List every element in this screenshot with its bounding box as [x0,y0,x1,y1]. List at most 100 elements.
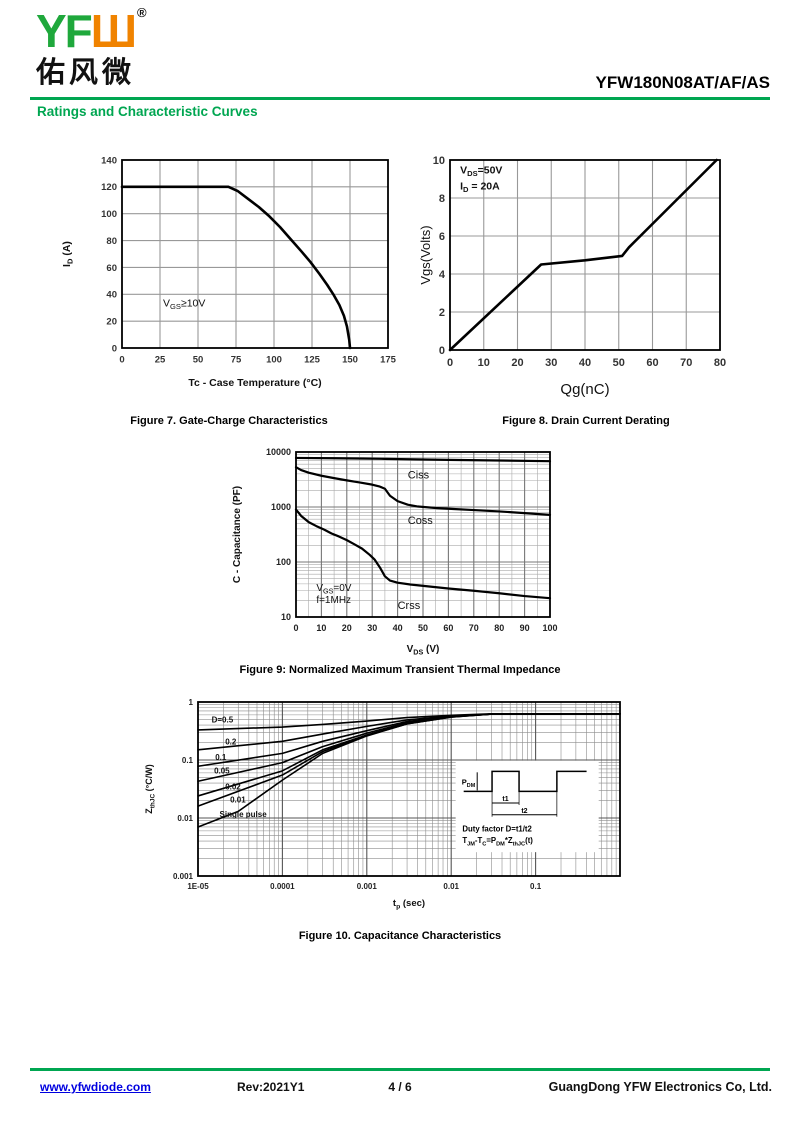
svg-text:4: 4 [439,269,446,281]
company-name: GuangDong YFW Electronics Co, Ltd. [548,1080,772,1094]
svg-text:Vgs(Volts): Vgs(Volts) [418,225,433,284]
svg-text:t2: t2 [521,808,527,815]
svg-text:0.1: 0.1 [530,882,542,891]
svg-text:0: 0 [112,343,117,354]
website-link[interactable]: www.yfwdiode.com [40,1080,151,1094]
svg-text:0.01: 0.01 [443,882,459,891]
header-rule [30,97,770,100]
svg-text:0.2: 0.2 [225,738,237,747]
svg-text:120: 120 [101,182,117,193]
svg-text:ID = 20A: ID = 20A [460,180,500,194]
registered-trademark-icon: ® [137,5,147,20]
svg-text:80: 80 [106,236,117,247]
svg-text:80: 80 [714,357,726,369]
footer-rule [30,1068,770,1071]
yfw-logo: YF Ш ® 佑风微 [36,5,147,89]
svg-text:30: 30 [545,357,557,369]
svg-text:30: 30 [367,623,377,633]
svg-text:60: 60 [443,623,453,633]
svg-text:70: 70 [469,623,479,633]
svg-text:0: 0 [439,345,445,357]
svg-text:1: 1 [189,698,194,707]
logo-wordmark: YF Ш ® [36,5,147,57]
svg-text:100: 100 [276,557,291,567]
figure7-chart: 0 25 50 75 100 125 150 175 0 20 40 60 80 100 120 140 Tc … [58,146,400,413]
svg-text:50: 50 [613,357,625,369]
svg-text:0.01: 0.01 [230,796,246,805]
figure8-caption: Figure 8. Drain Current Derating [502,415,670,427]
svg-text:10000: 10000 [266,447,291,457]
svg-text:0.1: 0.1 [182,756,194,765]
svg-text:0: 0 [119,355,124,366]
svg-text:10: 10 [281,612,291,622]
svg-text:0.001: 0.001 [173,872,194,881]
svg-text:100: 100 [266,355,282,366]
revision-label: Rev:2021Y1 [237,1080,305,1094]
logo-chinese-name: 佑风微 [36,57,136,89]
svg-text:0: 0 [293,623,298,633]
svg-text:VGS=0V: VGS=0V [316,583,351,596]
svg-text:20: 20 [342,623,352,633]
svg-text:0.001: 0.001 [357,882,378,891]
svg-text:2: 2 [439,307,445,319]
svg-text:0.05: 0.05 [214,767,230,776]
svg-text:10: 10 [316,623,326,633]
svg-text:Qg(nC): Qg(nC) [560,381,609,398]
figure10-caption: Figure 10. Capacitance Characteristics [298,930,502,942]
svg-text:t1: t1 [502,796,508,803]
svg-text:C - Capacitance (PF): C - Capacitance (PF) [232,486,243,583]
svg-text:Tc - Case Temperature (°C): Tc - Case Temperature (°C) [188,377,321,389]
svg-text:140: 140 [101,155,117,166]
svg-text:90: 90 [520,623,530,633]
figure7-caption: Figure 7. Gate-Charge Characteristics [130,415,328,427]
svg-text:D=0.5: D=0.5 [212,716,234,725]
svg-text:VDS (V): VDS (V) [407,644,440,657]
svg-text:1E-05: 1E-05 [187,882,209,891]
svg-text:0: 0 [447,357,453,369]
svg-text:0.02: 0.02 [225,783,241,792]
svg-text:100: 100 [101,209,117,220]
svg-text:25: 25 [155,355,166,366]
part-number: YFW180N08AT/AF/AS [595,73,770,92]
figure8-chart: 0 10 20 30 40 50 60 70 80 0 2 4 6 8 10 Qg(nC) Vgs(Volts)… [418,146,754,413]
logo-w-glyph: Ш [90,5,137,57]
svg-text:ZthJC (°C/W): ZthJC (°C/W) [144,764,157,813]
svg-text:VGS≥10V: VGS≥10V [163,297,205,311]
svg-text:VDS=50V: VDS=50V [460,164,502,178]
svg-text:tp (sec): tp (sec) [393,898,425,911]
svg-text:70: 70 [680,357,692,369]
svg-text:TJM-TC=PDM*ZthJC(t): TJM-TC=PDM*ZthJC(t) [462,836,533,848]
svg-text:75: 75 [231,355,242,366]
svg-text:f=1MHz: f=1MHz [316,595,351,606]
svg-text:0.1: 0.1 [215,753,227,762]
svg-text:10: 10 [478,357,490,369]
svg-text:60: 60 [106,263,117,274]
svg-text:100: 100 [542,623,557,633]
svg-text:80: 80 [494,623,504,633]
figure10-chart: 1E-05 0.0001 0.001 0.01 0.1 0.001 0.01 0.1 1 tp (… [140,693,632,916]
svg-text:50: 50 [193,355,204,366]
svg-text:8: 8 [439,193,445,205]
svg-text:20: 20 [511,357,523,369]
svg-text:Single pulse: Single pulse [220,810,268,819]
svg-text:0.0001: 0.0001 [270,882,295,891]
svg-text:50: 50 [418,623,428,633]
svg-text:175: 175 [380,355,397,366]
svg-text:Duty factor D=t1/t2: Duty factor D=t1/t2 [462,824,532,833]
svg-text:20: 20 [106,316,117,327]
svg-text:1000: 1000 [271,502,291,512]
svg-text:PDM: PDM [462,777,476,789]
svg-text:Crss: Crss [398,600,421,612]
svg-text:40: 40 [579,357,591,369]
figure9-chart: 0 10 20 30 40 50 60 70 80 90 100 10 100 1000 10000 VDS … [228,443,560,666]
logo-yf-text: YF [36,5,93,57]
svg-text:Coss: Coss [408,515,434,527]
svg-text:6: 6 [439,231,445,243]
svg-text:0.01: 0.01 [177,814,193,823]
svg-text:60: 60 [646,357,658,369]
figure9-caption: Figure 9: Normalized Maximum Transient T… [239,664,561,676]
svg-text:40: 40 [106,290,117,301]
svg-text:Ciss: Ciss [408,469,430,481]
page-number: 4 / 6 [388,1080,412,1094]
